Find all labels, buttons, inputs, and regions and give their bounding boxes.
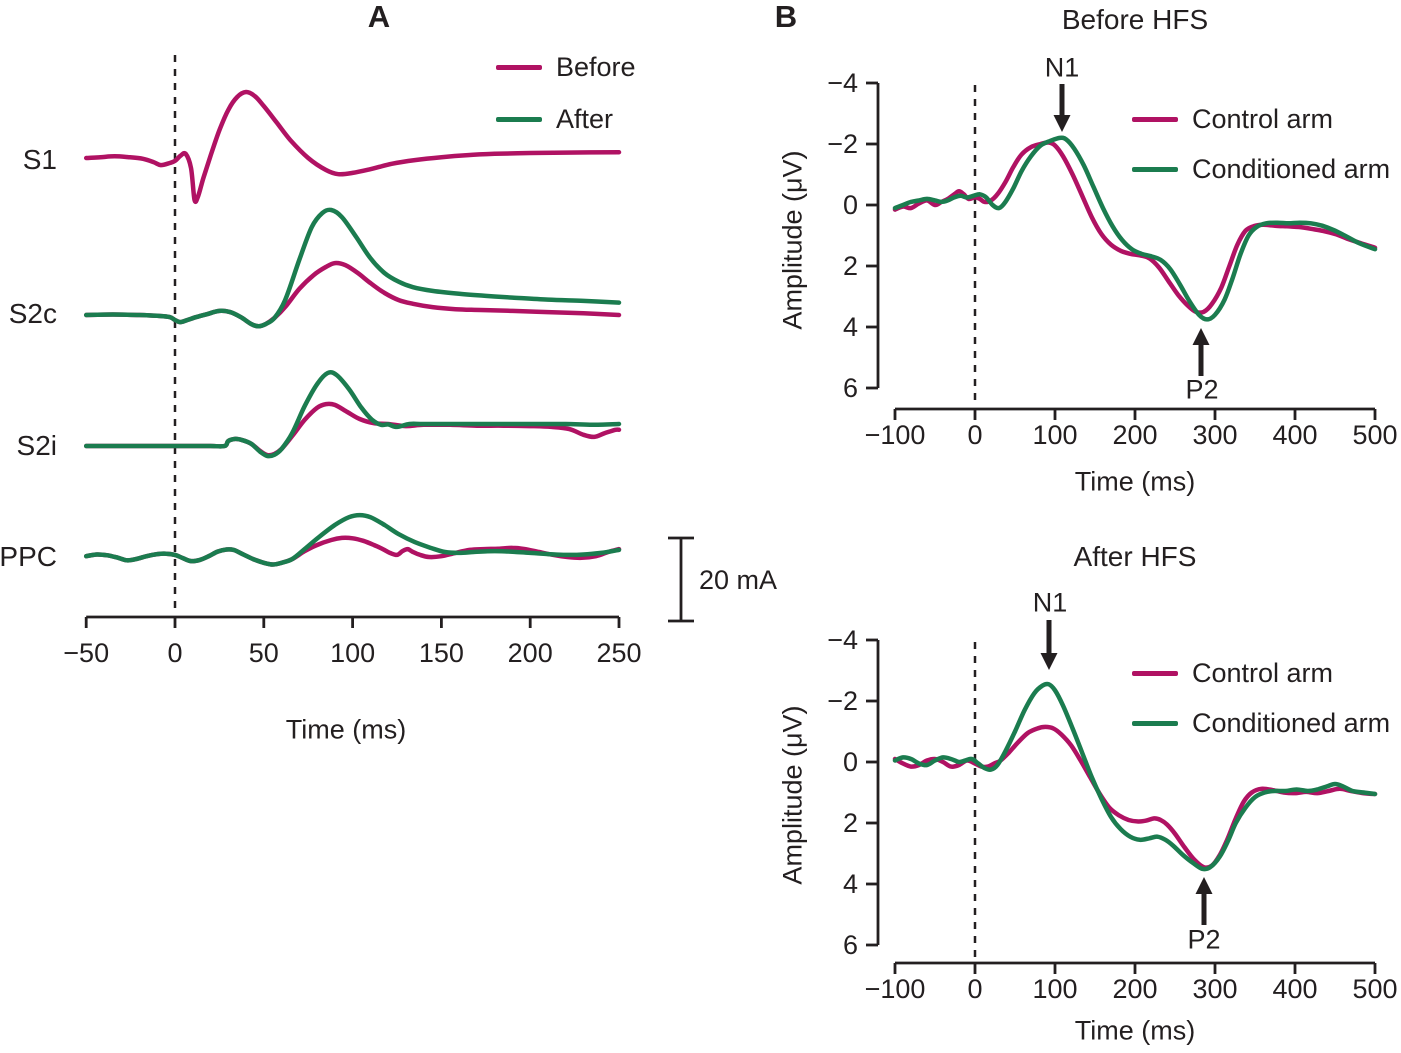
y-tick-label: 4 <box>843 869 858 899</box>
trace-ppc-before <box>83 535 622 567</box>
conditioned-legend-swatch <box>1132 721 1178 726</box>
x-tick-label: 0 <box>967 420 982 450</box>
panel-a-x-tick-label: 0 <box>167 638 182 668</box>
x-tick-label: 400 <box>1272 974 1317 1004</box>
row-label-ppc: PPC <box>0 541 57 572</box>
panel_b_after_hfs-control-curve <box>892 724 1378 870</box>
y-tick-label: 4 <box>843 312 858 342</box>
trace-s1-before <box>83 89 622 205</box>
control-legend-swatch <box>1132 117 1178 122</box>
after-hfs-legend-control: Control arm <box>1132 658 1333 689</box>
after-hfs-title: After HFS <box>1073 541 1197 572</box>
panel-a-xlabel: Time (ms) <box>285 714 407 745</box>
before-hfs-n1-label: N1 <box>1044 52 1080 83</box>
panel-a-x-tick-label: 200 <box>508 638 553 668</box>
trace-s2i-after <box>83 369 622 459</box>
x-tick-label: 300 <box>1192 974 1237 1004</box>
panel_b_after_hfs-p2-arrow-head <box>1195 877 1213 894</box>
after-hfs-ylabel: Amplitude (μV) <box>777 705 808 885</box>
y-tick-label: 2 <box>843 808 858 838</box>
after-legend-swatch <box>496 117 542 122</box>
x-tick-label: −100 <box>865 420 926 450</box>
panel_b_before_hfs-conditioned-curve <box>892 135 1378 322</box>
x-tick-label: −100 <box>865 974 926 1004</box>
after-hfs-n1-label: N1 <box>1032 587 1068 618</box>
panel-b-letter: B <box>774 0 798 34</box>
before-hfs-title: Before HFS <box>1061 4 1209 35</box>
panel-a-x-tick-label: −50 <box>63 638 109 668</box>
x-tick-label: 200 <box>1112 420 1157 450</box>
after-legend-label: After <box>556 104 614 134</box>
y-tick-label: 6 <box>843 930 858 960</box>
before-hfs-legend-conditioned: Conditioned arm <box>1132 154 1390 185</box>
panel-a-legend-after: After <box>496 104 613 135</box>
panel_b_before_hfs-p2-arrow-head <box>1192 328 1210 345</box>
y-tick-label: 6 <box>843 373 858 403</box>
before-hfs-ylabel: Amplitude (μV) <box>777 150 808 330</box>
y-tick-label: 0 <box>843 747 858 777</box>
panel-a-letter: A <box>367 0 391 34</box>
x-tick-label: 200 <box>1112 974 1157 1004</box>
panel-a-x-tick-label: 100 <box>330 638 375 668</box>
y-tick-label: −2 <box>827 129 858 159</box>
y-tick-label: 0 <box>843 190 858 220</box>
panel-a-x-tick-label: 150 <box>419 638 464 668</box>
after-hfs-legend-conditioned: Conditioned arm <box>1132 708 1390 739</box>
x-tick-label: 100 <box>1032 974 1077 1004</box>
panel-a-x-tick-label: 50 <box>249 638 279 668</box>
x-tick-label: 500 <box>1352 974 1397 1004</box>
conditioned-legend-swatch <box>1132 167 1178 172</box>
after-hfs-xlabel: Time (ms) <box>1074 1015 1196 1046</box>
before-hfs-legend-control: Control arm <box>1132 104 1333 135</box>
before-hfs-p2-label: P2 <box>1185 374 1219 405</box>
conditioned-legend-label: Conditioned arm <box>1192 708 1391 738</box>
y-tick-label: 2 <box>843 251 858 281</box>
control-legend-swatch <box>1132 671 1178 676</box>
row-label-s1: S1 <box>22 144 57 175</box>
panel_b_after_hfs-n1-arrow-head <box>1040 653 1058 670</box>
trace-ppc-after <box>83 512 622 567</box>
trace-s2c-after <box>83 207 622 329</box>
after-hfs-p2-label: P2 <box>1187 924 1221 955</box>
y-tick-label: −2 <box>827 686 858 716</box>
panel_b_before_hfs-n1-arrow-head <box>1053 115 1071 132</box>
x-tick-label: 400 <box>1272 420 1317 450</box>
x-tick-label: 100 <box>1032 420 1077 450</box>
scale-bar-label: 20 mA <box>699 565 778 595</box>
conditioned-legend-label: Conditioned arm <box>1192 154 1391 184</box>
before-hfs-xlabel: Time (ms) <box>1074 466 1196 497</box>
y-tick-label: −4 <box>827 68 858 98</box>
panel-a-legend-before: Before <box>496 52 636 83</box>
x-tick-label: 0 <box>967 974 982 1004</box>
control-legend-label: Control arm <box>1192 104 1334 134</box>
panel-a-x-tick-label: 250 <box>596 638 641 668</box>
before-legend-label: Before <box>556 52 636 82</box>
y-tick-label: −4 <box>827 625 858 655</box>
panel_b_after_hfs-conditioned-curve <box>892 681 1378 872</box>
before-legend-swatch <box>496 65 542 70</box>
x-tick-label: 300 <box>1192 420 1237 450</box>
row-label-s2i: S2i <box>16 430 57 461</box>
control-legend-label: Control arm <box>1192 658 1334 688</box>
x-tick-label: 500 <box>1352 420 1397 450</box>
row-label-s2c: S2c <box>8 298 57 329</box>
